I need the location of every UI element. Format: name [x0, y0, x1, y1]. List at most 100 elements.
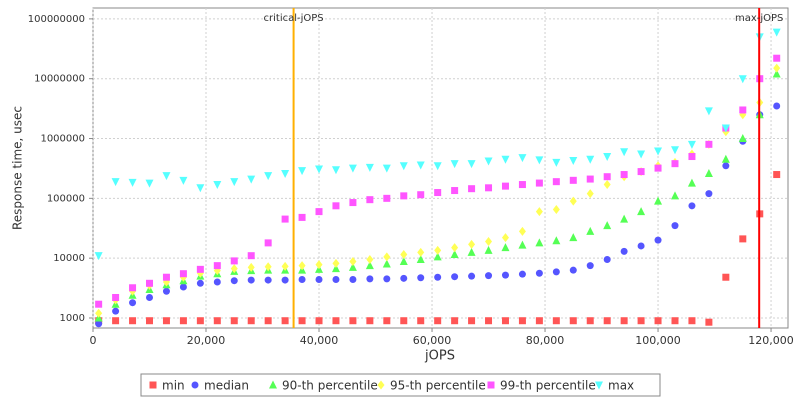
point [146, 293, 154, 301]
point [434, 317, 442, 325]
point [654, 317, 662, 325]
point [417, 274, 425, 282]
point [112, 307, 120, 315]
point [433, 252, 442, 261]
point [162, 317, 170, 325]
point [535, 238, 544, 247]
point [468, 185, 476, 193]
point [162, 287, 170, 295]
legend-marker [487, 381, 495, 389]
point [773, 171, 781, 179]
point [400, 317, 408, 325]
point [179, 317, 187, 325]
point [382, 259, 391, 268]
point [688, 153, 696, 161]
point [416, 254, 425, 263]
point [399, 162, 408, 171]
point [332, 317, 340, 325]
point [485, 184, 493, 192]
point [704, 169, 713, 178]
point [721, 124, 730, 133]
point [637, 150, 646, 159]
point [434, 189, 442, 197]
point [417, 247, 425, 257]
point [637, 317, 645, 325]
y-tick-label: 100000000 [28, 14, 85, 25]
point [129, 284, 137, 292]
point [400, 250, 408, 260]
point [704, 107, 713, 116]
point [400, 274, 408, 282]
y-tick-label: 10000 [53, 253, 85, 264]
point [738, 75, 747, 84]
point [281, 215, 289, 223]
point [146, 279, 154, 287]
point [535, 179, 543, 187]
point [213, 278, 221, 286]
y-tick-label: 1000 [60, 313, 85, 324]
point [637, 242, 645, 250]
point [484, 245, 493, 254]
point [670, 191, 679, 200]
point [383, 275, 391, 283]
point [230, 277, 238, 285]
y-tick-label: 10000000 [34, 74, 85, 85]
point [671, 222, 679, 230]
point [722, 273, 730, 281]
point [501, 271, 509, 279]
point [332, 202, 340, 210]
point [298, 275, 306, 283]
point [315, 275, 323, 283]
point [247, 175, 256, 184]
point [518, 240, 527, 249]
point [485, 272, 493, 280]
point [535, 207, 543, 217]
point [196, 279, 204, 287]
point [230, 178, 239, 187]
y-tick-label: 1000000 [40, 134, 85, 145]
point [569, 176, 577, 184]
point [230, 264, 238, 274]
point [654, 236, 662, 244]
point [552, 236, 561, 245]
point [603, 255, 611, 263]
point [688, 317, 696, 325]
legend-marker [191, 381, 199, 389]
point [501, 317, 509, 325]
point [264, 172, 273, 181]
point [383, 194, 391, 202]
point [433, 162, 442, 171]
point [586, 226, 595, 235]
point [298, 261, 306, 271]
point [569, 156, 578, 165]
point [365, 163, 374, 172]
point [671, 160, 679, 168]
plot-area [92, 7, 789, 329]
point [112, 317, 120, 325]
point [281, 261, 289, 271]
point [146, 317, 154, 325]
point [94, 252, 103, 261]
point [535, 156, 544, 165]
point [281, 317, 289, 325]
x-tick-label: 40,000 [300, 334, 339, 347]
x-tick-label: 20,000 [187, 334, 226, 347]
legend-marker [377, 380, 385, 390]
point [281, 170, 290, 179]
point [349, 317, 357, 325]
point [586, 155, 595, 164]
point [468, 239, 476, 249]
point [348, 164, 357, 173]
legend-label: min [162, 379, 185, 393]
point [264, 262, 272, 272]
point [315, 208, 323, 216]
point [654, 164, 662, 172]
legend-label: max [608, 379, 634, 393]
point [620, 317, 628, 325]
point [738, 134, 747, 143]
point [671, 317, 679, 325]
point [434, 245, 442, 255]
point [349, 256, 357, 266]
point [417, 191, 425, 199]
point [332, 275, 340, 283]
